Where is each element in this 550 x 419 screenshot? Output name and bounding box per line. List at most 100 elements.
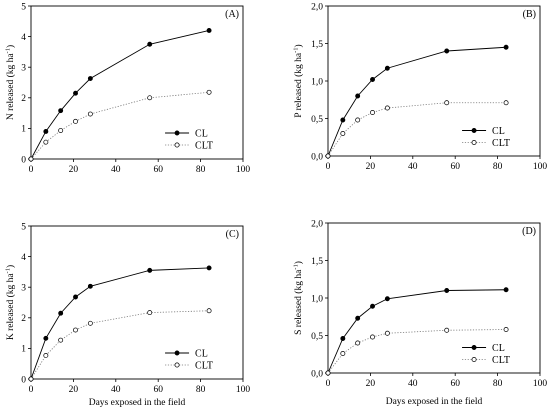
y-tick-label: 4 bbox=[21, 33, 26, 43]
legend-marker-clt bbox=[174, 362, 180, 368]
y-axis-label: N released (kg ha-1) bbox=[5, 45, 17, 120]
plot-frame bbox=[30, 225, 244, 380]
data-point-cl bbox=[370, 303, 375, 309]
plot-frame bbox=[327, 5, 541, 157]
x-tick-label: 60 bbox=[153, 385, 163, 395]
panel-label: (C) bbox=[226, 229, 239, 240]
y-axis-label: S released (kg ha-1) bbox=[293, 261, 305, 335]
x-tick-label: 80 bbox=[196, 385, 206, 395]
legend-marker-cl bbox=[471, 128, 477, 133]
x-tick-label: 80 bbox=[196, 165, 206, 175]
x-tick-label: 0 bbox=[326, 379, 331, 389]
chart-panel: 0 20 40 60 80 100 0 1 2 3 4 5 N released (kg ha-1) (A… bbox=[5, 2, 251, 175]
x-tick-label: 100 bbox=[533, 162, 548, 172]
x-tick-label: 40 bbox=[408, 162, 418, 172]
data-point-cl bbox=[73, 294, 78, 300]
y-tick-label: 2 bbox=[21, 314, 26, 324]
data-point-clt bbox=[340, 351, 346, 356]
chart-panel: 0 20 40 60 80 100 0,0 0,5 1,0 1,5 2,0 S released (k… bbox=[293, 219, 548, 389]
y-tick-label: 1,5 bbox=[311, 40, 323, 50]
data-point-cl bbox=[355, 93, 361, 99]
data-point-clt bbox=[444, 100, 450, 106]
x-tick-label: 40 bbox=[111, 165, 121, 175]
data-point-clt bbox=[28, 156, 34, 162]
legend-marker-cl bbox=[174, 350, 180, 356]
series-line-cl bbox=[30, 30, 210, 160]
y-tick-label: 1,0 bbox=[311, 77, 323, 87]
data-point-clt bbox=[355, 340, 361, 346]
data-point-clt bbox=[147, 310, 153, 316]
data-point-clt bbox=[370, 110, 375, 115]
chart-panel: 0 20 40 60 80 100 0,0 0,5 1,0 1,5 2,0 P released (k… bbox=[293, 2, 548, 172]
y-tick-label: 1,5 bbox=[311, 257, 323, 267]
y-tick-label: 0,5 bbox=[311, 332, 323, 342]
x-tick-label: 60 bbox=[450, 379, 460, 389]
legend-marker-cl bbox=[471, 345, 477, 350]
data-point-cl bbox=[340, 336, 346, 341]
data-point-clt bbox=[503, 100, 509, 106]
x-tick-label: 20 bbox=[69, 165, 79, 175]
data-point-clt bbox=[87, 111, 93, 117]
series-line-cl bbox=[30, 267, 210, 380]
legend-marker-clt bbox=[174, 142, 180, 148]
data-point-clt bbox=[43, 139, 49, 145]
data-point-cl bbox=[43, 335, 49, 341]
series-line-clt bbox=[30, 310, 210, 380]
x-tick-label: 0 bbox=[29, 385, 34, 395]
x-tick-label: 100 bbox=[236, 165, 251, 175]
x-tick-label: 20 bbox=[366, 162, 376, 172]
y-tick-label: 0,0 bbox=[311, 369, 323, 379]
x-tick-label: 0 bbox=[326, 162, 331, 172]
legend-label-clt: CLT bbox=[195, 360, 213, 371]
y-axis-label: P released (kg ha-1) bbox=[293, 44, 305, 117]
series-line-clt bbox=[327, 329, 507, 374]
data-point-clt bbox=[58, 337, 64, 343]
y-axis-label: K released (kg ha-1) bbox=[5, 265, 17, 340]
legend-label-clt: CLT bbox=[195, 140, 213, 151]
legend-label-cl: CL bbox=[195, 128, 208, 139]
data-point-cl bbox=[503, 44, 509, 50]
y-tick-label: 2,0 bbox=[311, 2, 323, 12]
y-tick-label: 5 bbox=[21, 2, 26, 12]
legend-marker-clt bbox=[471, 357, 477, 362]
series-line-clt bbox=[30, 91, 210, 160]
y-tick-label: 3 bbox=[21, 64, 26, 74]
data-point-cl bbox=[87, 76, 93, 81]
x-tick-label: 80 bbox=[493, 379, 503, 389]
data-point-cl bbox=[206, 265, 212, 271]
x-axis-label: Days exposed in the field bbox=[89, 397, 186, 408]
x-tick-label: 60 bbox=[450, 162, 460, 172]
data-point-clt bbox=[355, 117, 361, 123]
data-point-cl bbox=[444, 288, 450, 293]
data-point-clt bbox=[384, 330, 390, 336]
data-point-cl bbox=[58, 310, 64, 316]
data-point-clt bbox=[503, 327, 509, 332]
data-point-cl bbox=[206, 28, 212, 33]
legend-label-cl: CL bbox=[492, 343, 505, 354]
data-point-clt bbox=[73, 118, 78, 124]
x-tick-label: 0 bbox=[29, 165, 34, 175]
legend-label-clt: CLT bbox=[492, 138, 510, 149]
y-tick-label: 1 bbox=[21, 345, 26, 355]
data-point-clt bbox=[325, 370, 331, 376]
x-tick-label: 40 bbox=[408, 379, 418, 389]
series-line-clt bbox=[327, 102, 507, 157]
legend-label-cl: CL bbox=[195, 348, 208, 359]
data-point-cl bbox=[147, 267, 153, 273]
x-tick-label: 80 bbox=[493, 162, 503, 172]
legend-marker-clt bbox=[471, 140, 477, 145]
data-point-cl bbox=[73, 90, 78, 96]
y-tick-label: 1 bbox=[21, 125, 26, 135]
x-tick-label: 20 bbox=[69, 385, 79, 395]
data-point-clt bbox=[325, 153, 331, 159]
data-point-clt bbox=[147, 95, 153, 101]
x-tick-label: 100 bbox=[533, 379, 548, 389]
x-axis-label: Days exposed in the field bbox=[386, 396, 483, 407]
data-point-clt bbox=[87, 320, 93, 326]
y-tick-label: 4 bbox=[21, 253, 26, 263]
legend-marker-cl bbox=[174, 130, 180, 136]
plot-frame bbox=[327, 222, 541, 374]
data-point-cl bbox=[444, 48, 450, 54]
y-tick-label: 5 bbox=[21, 222, 26, 232]
